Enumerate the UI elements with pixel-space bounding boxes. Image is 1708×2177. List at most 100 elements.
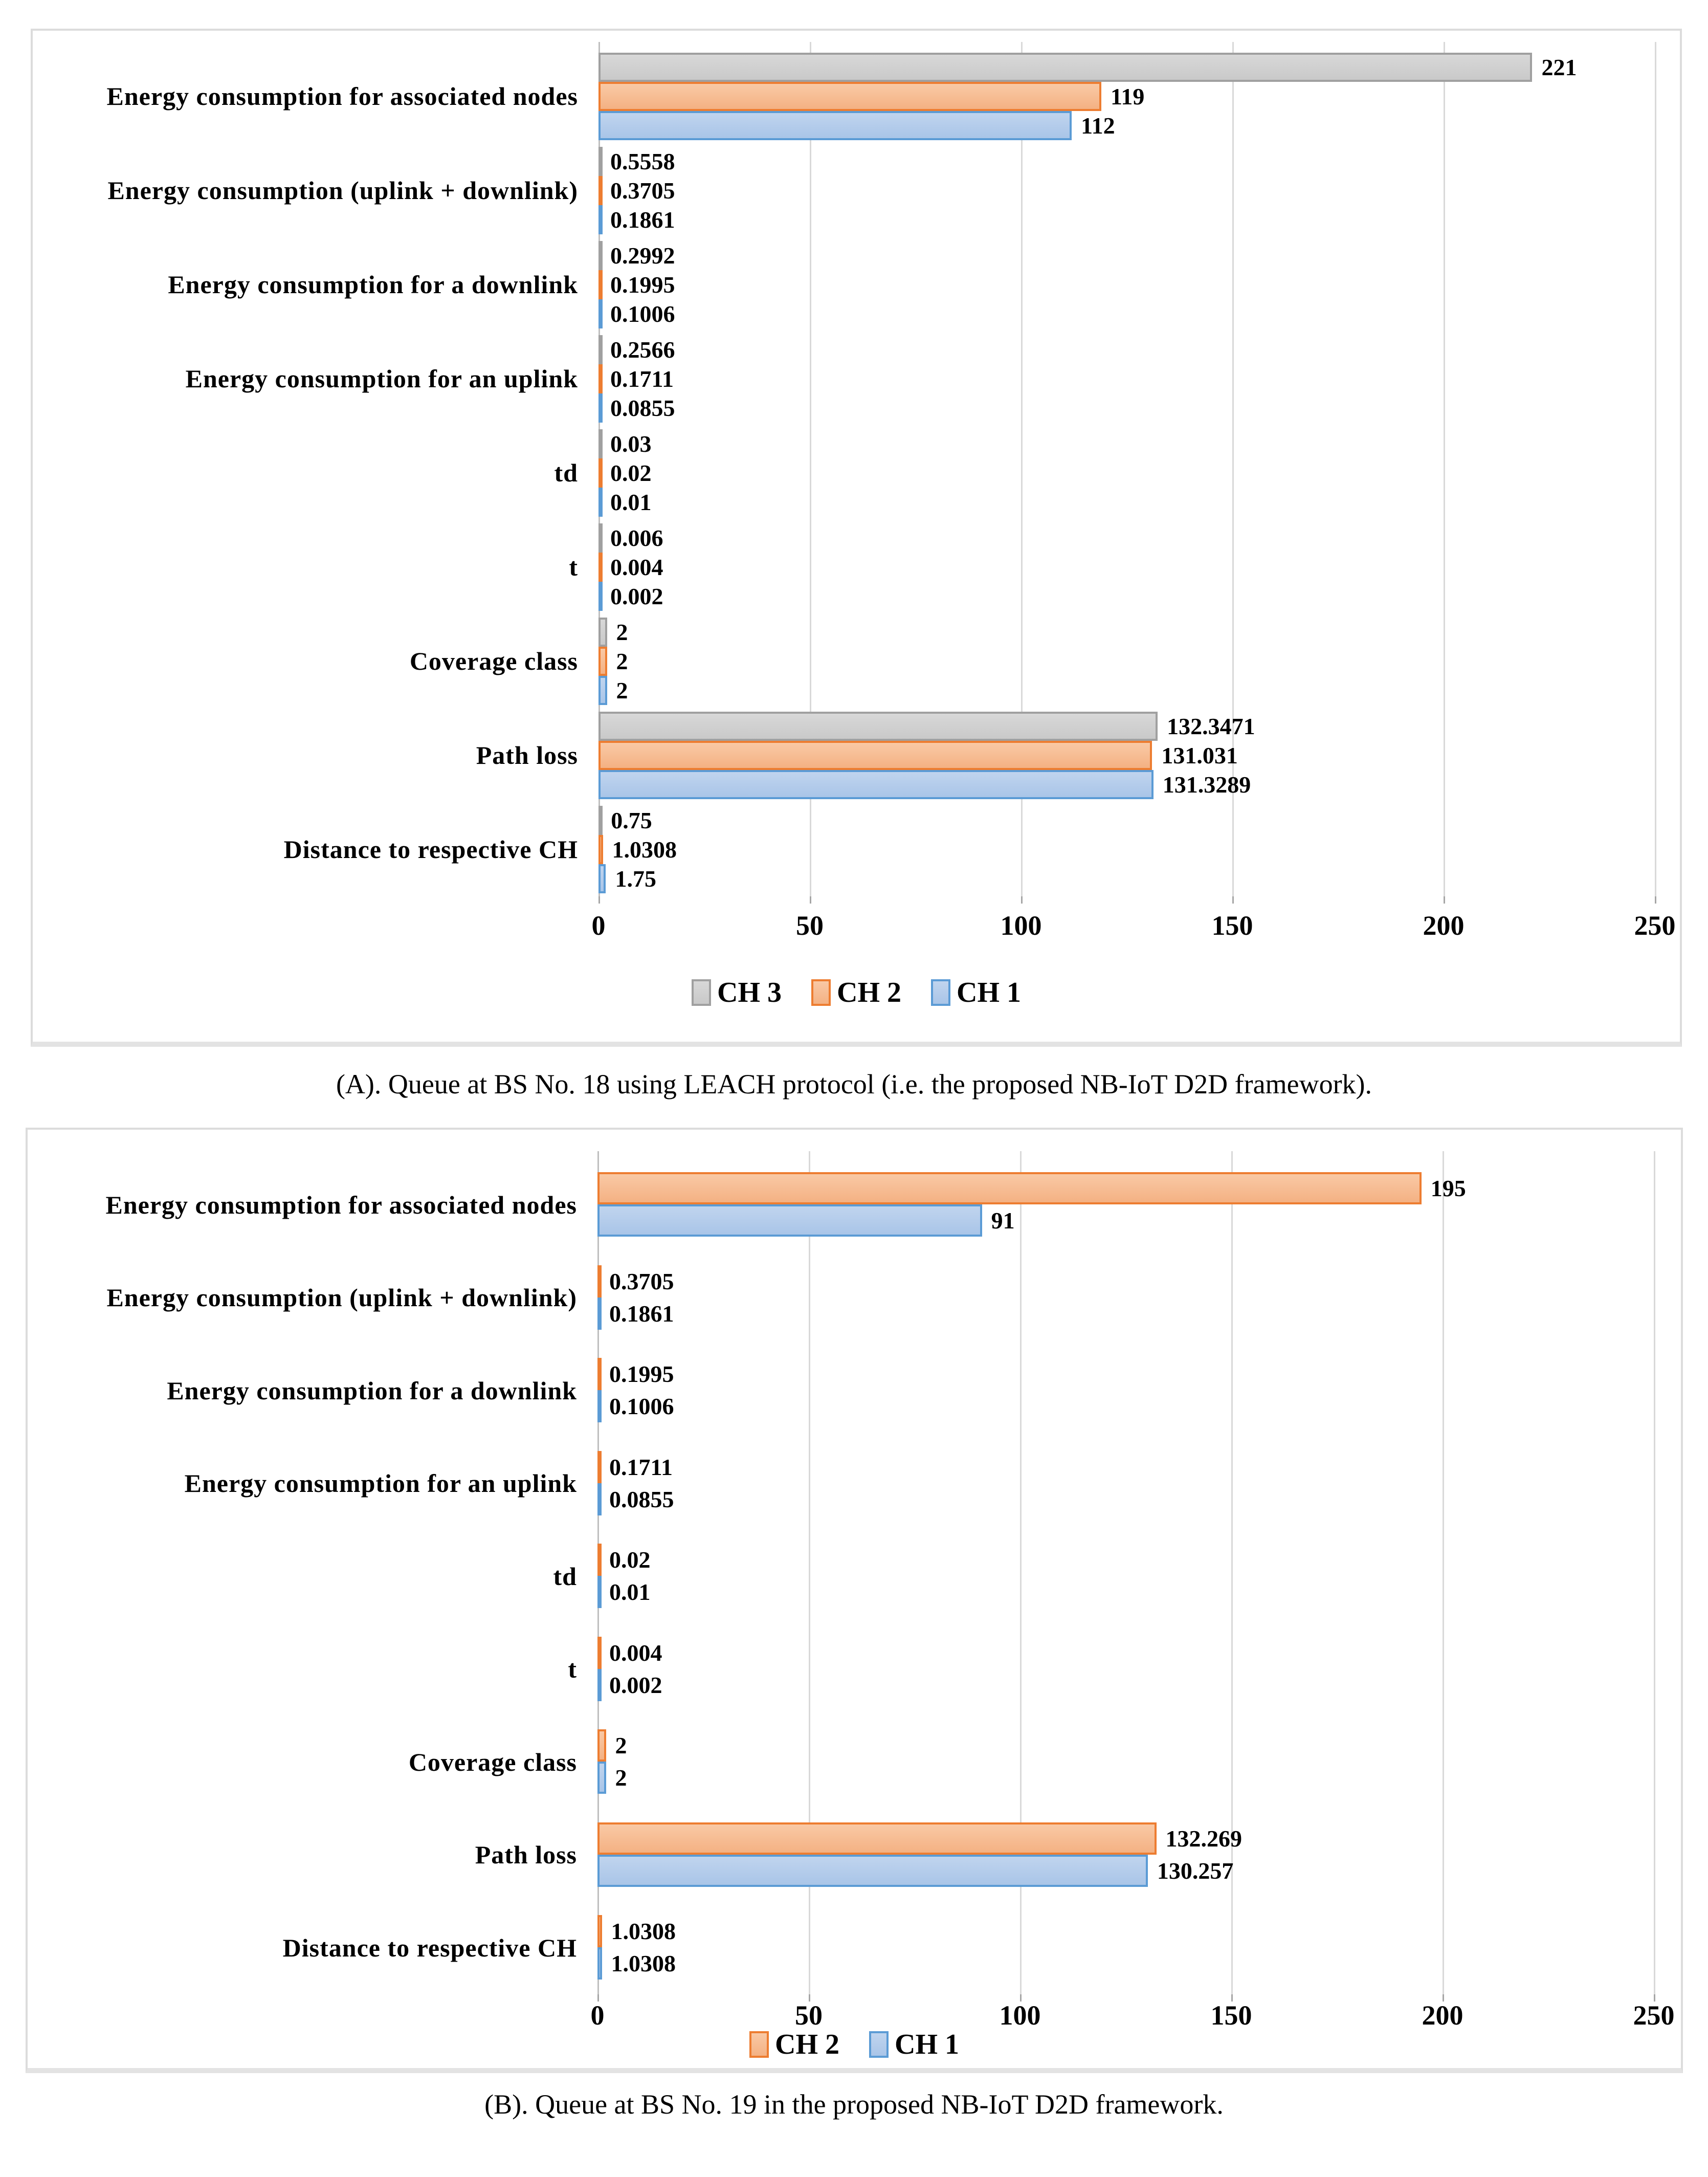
bar-ch-1-energy-consumption-for-a-downlink: [597, 1390, 602, 1422]
bar-ch-2-energy-consumption-for-an-uplink: [597, 1450, 602, 1483]
bar-value-label: 0.5558: [610, 148, 675, 174]
legend: CH 2 CH 1: [28, 2028, 1681, 2061]
legend-item-ch-2: CH 2: [749, 2028, 839, 2061]
x-axis-tick-mark: [1444, 896, 1445, 904]
x-axis-tick-mark: [597, 1994, 599, 2002]
bar-value-label: 0.2992: [610, 243, 675, 269]
bar-value-label: 0.2566: [610, 337, 675, 363]
x-tick-label: 200: [1422, 2000, 1463, 2031]
bar-value-label: 131.3289: [1162, 772, 1251, 798]
bar-value-label: 1.75: [615, 866, 656, 892]
legend-label: CH 1: [957, 977, 1021, 1008]
bar-value-label: 1.0308: [611, 1918, 676, 1944]
bar-value-label: 2: [616, 619, 628, 645]
bar-ch-3-energy-consumption-for-associated-nodes: [598, 53, 1533, 82]
bar-ch-3-path-loss: [598, 712, 1158, 741]
bar-value-label: 0.004: [610, 554, 663, 580]
bar-value-label: 0.1711: [609, 1454, 673, 1480]
x-tick-label: 100: [1000, 910, 1042, 941]
x-tick-label: 250: [1633, 2000, 1675, 2031]
x-tick-label: 0: [591, 910, 606, 941]
category-label-energy-consumption-for-an-uplink: Energy consumption for an uplink: [185, 364, 578, 393]
legend-label: CH 3: [717, 977, 782, 1008]
bar-value-label: 131.031: [1161, 742, 1238, 768]
gridline: [810, 42, 811, 896]
x-tick-label: 100: [999, 2000, 1041, 2031]
legend: CH 3 CH 2 CH 1: [33, 976, 1680, 1009]
bar-value-label: 0.004: [609, 1639, 662, 1666]
bar-ch-3-td: [598, 429, 603, 458]
gridline: [1232, 42, 1234, 896]
category-label-coverage-class: Coverage class: [409, 646, 578, 675]
bar-value-label: 112: [1081, 113, 1115, 139]
bar-ch-3-energy-consumption-for-an-uplink: [598, 335, 603, 364]
gridline: [1654, 1151, 1655, 1994]
category-label-energy-consumption-for-an-uplink: Energy consumption for an uplink: [184, 1469, 577, 1498]
legend-item-ch-3: CH 3: [692, 976, 782, 1009]
bar-value-label: 91: [991, 1207, 1015, 1234]
bar-ch-1-coverage-class: [597, 1762, 606, 1794]
bar-value-label: 0.75: [611, 807, 652, 833]
bar-value-label: 1.0308: [612, 837, 677, 863]
bar-value-label: 0.02: [610, 460, 652, 486]
bar-ch-1-td: [598, 488, 603, 517]
category-label-td: td: [554, 458, 578, 487]
bar-value-label: 0.0855: [609, 1486, 674, 1512]
gridline: [1655, 42, 1656, 896]
bar-ch-2-coverage-class: [597, 1729, 606, 1762]
gridline: [1443, 1151, 1444, 1994]
bar-ch-2-energy-consumption-for-associated-nodes: [597, 1172, 1422, 1204]
bar-value-label: 119: [1110, 83, 1145, 109]
x-axis-tick-mark: [1654, 1994, 1655, 2002]
bar-value-label: 1.0308: [611, 1950, 676, 1976]
bar-ch-2-energy-consumption-uplink-downlink: [598, 176, 603, 205]
bar-value-label: 0.002: [610, 583, 663, 609]
bar-ch-2-t: [598, 553, 603, 582]
bar-ch-2-energy-consumption-uplink-downlink: [597, 1265, 602, 1298]
legend-swatch-ch-2: [811, 979, 831, 1006]
category-label-energy-consumption-for-associated-nodes: Energy consumption for associated nodes: [105, 1190, 577, 1219]
bar-value-label: 2: [615, 1765, 627, 1791]
category-label-coverage-class: Coverage class: [408, 1747, 577, 1776]
gridline: [1020, 1151, 1022, 1994]
bar-ch-2-distance-to-respective-ch: [597, 1915, 602, 1947]
chart-panel-b: 0 50 100 150 200 250 Energy consumption for as…: [26, 1128, 1683, 2073]
bar-ch-3-energy-consumption-for-a-downlink: [598, 241, 603, 270]
gridline: [809, 1151, 810, 1994]
bar-value-label: 0.1861: [610, 207, 675, 233]
bar-ch-1-energy-consumption-uplink-downlink: [597, 1297, 602, 1330]
bar-value-label: 0.1861: [609, 1300, 674, 1327]
bar-ch-1-energy-consumption-for-associated-nodes: [598, 111, 1072, 140]
category-label-energy-consumption-uplink-downlink: Energy consumption (uplink + downlink): [107, 175, 578, 205]
x-tick-label: 250: [1634, 910, 1676, 941]
bar-ch-1-distance-to-respective-ch: [598, 864, 606, 893]
bar-value-label: 195: [1430, 1175, 1466, 1201]
x-tick-label: 150: [1211, 910, 1253, 941]
bar-value-label: 0.01: [610, 489, 652, 515]
legend-swatch-ch-1: [869, 2031, 889, 2058]
bar-value-label: 0.1711: [610, 366, 674, 392]
bar-value-label: 0.002: [609, 1672, 662, 1698]
x-axis-tick-mark: [810, 896, 811, 904]
category-label-energy-consumption-for-a-downlink: Energy consumption for a downlink: [167, 1376, 577, 1405]
bar-ch-3-energy-consumption-uplink-downlink: [598, 147, 603, 176]
legend-label: CH 1: [895, 2029, 959, 2060]
x-axis-tick-mark: [1232, 896, 1234, 904]
bar-value-label: 132.269: [1165, 1825, 1243, 1852]
x-tick-label: 50: [795, 2000, 823, 2031]
bar-ch-2-energy-consumption-for-an-uplink: [598, 364, 603, 393]
x-tick-label: 150: [1210, 2000, 1252, 2031]
legend-item-ch-1: CH 1: [931, 976, 1021, 1009]
bar-ch-2-energy-consumption-for-a-downlink: [597, 1358, 602, 1390]
x-axis-tick-mark: [1021, 896, 1023, 904]
bar-ch-2-distance-to-respective-ch: [598, 835, 603, 864]
bar-ch-1-path-loss: [598, 770, 1154, 799]
chart-a-caption: (A). Queue at BS No. 18 using LEACH prot…: [336, 1069, 1372, 1100]
bar-ch-1-energy-consumption-uplink-downlink: [598, 205, 603, 234]
category-label-t: t: [569, 552, 578, 581]
gridline: [1021, 42, 1023, 896]
bar-ch-1-distance-to-respective-ch: [597, 1947, 602, 1980]
bar-value-label: 0.3705: [610, 178, 675, 204]
gridline: [1444, 42, 1445, 896]
bar-ch-2-coverage-class: [598, 647, 607, 676]
